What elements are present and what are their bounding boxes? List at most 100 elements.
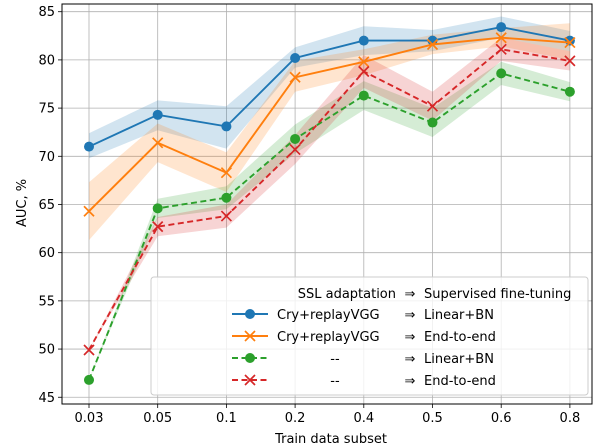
series-1-point — [426, 38, 439, 51]
series-3-point — [564, 55, 576, 67]
y-tick-label: 65 — [38, 198, 55, 213]
y-tick-label: 55 — [38, 294, 55, 309]
legend-label-right: Linear+BN — [424, 352, 494, 367]
series-2-point — [152, 203, 163, 214]
x-marker-stroke — [426, 38, 439, 51]
x-tick-label: 0.2 — [285, 411, 306, 426]
legend-header-left: SSL adaptation — [298, 287, 396, 302]
series-2-point — [84, 374, 94, 385]
series-2-point — [564, 86, 575, 97]
series-0-point — [290, 52, 301, 63]
series-1-point — [220, 167, 233, 179]
legend-arrow: ⇒ — [405, 308, 416, 323]
plot-frame — [61, 3, 593, 405]
x-marker-stroke — [83, 344, 95, 356]
grid — [62, 4, 592, 404]
series-0-point — [84, 141, 94, 152]
series-0-point — [221, 121, 232, 132]
series-2-point — [427, 117, 438, 128]
x-marker-stroke — [152, 221, 164, 233]
y-tick-label: 85 — [38, 5, 55, 20]
series-0-point — [358, 35, 369, 46]
series-1-point — [152, 137, 164, 149]
series-2-point — [290, 133, 301, 144]
series-3-point — [289, 143, 301, 156]
x-marker-stroke — [289, 143, 301, 156]
series-1-point — [358, 56, 370, 68]
legend-marker-2 — [245, 353, 255, 363]
legend-label-right: End-to-end — [424, 374, 496, 389]
series-0-point — [496, 22, 507, 33]
x-marker-stroke — [244, 374, 256, 386]
y-tick-label: 50 — [38, 343, 55, 358]
x-marker-stroke — [289, 71, 301, 83]
legend-label-left: -- — [330, 374, 340, 389]
legend-label-left: Cry+replayVGG — [277, 308, 380, 323]
x-marker-stroke — [220, 167, 233, 179]
series-3-band — [89, 37, 570, 350]
y-tick-label: 70 — [38, 150, 55, 165]
series-1-point — [289, 71, 301, 83]
x-marker-stroke — [152, 137, 164, 149]
x-marker-stroke — [564, 36, 576, 49]
x-marker-stroke — [358, 56, 370, 68]
series-3-point — [152, 221, 164, 233]
legend-label-left: Cry+replayVGG — [277, 330, 380, 345]
legend-label-right: Linear+BN — [424, 308, 494, 323]
series-0-line — [88, 26, 571, 148]
x-marker-stroke — [220, 210, 233, 222]
legend-arrow: ⇒ — [405, 352, 416, 367]
series-3-point — [358, 65, 370, 78]
series-1-band — [89, 23, 570, 241]
series-1-point — [564, 36, 576, 49]
series-1-point — [495, 32, 507, 44]
x-marker-stroke — [358, 65, 370, 78]
series-3-point — [220, 210, 233, 222]
series-3-point — [83, 344, 95, 356]
x-marker-stroke — [495, 43, 507, 55]
x-tick-label: 0.5 — [422, 411, 443, 426]
series-2-point — [358, 90, 369, 101]
series-0-point — [564, 35, 575, 46]
series-2-band — [89, 61, 570, 380]
x-marker-stroke — [495, 32, 507, 44]
x-marker-stroke — [426, 100, 439, 112]
x-tick-label: 0.6 — [491, 411, 512, 426]
legend: SSL adaptation ⇒ Supervised fine-tuning Cry… — [150, 276, 589, 396]
x-marker-stroke — [564, 55, 576, 67]
x-marker-stroke — [244, 330, 256, 342]
x-tick-label: 0.1 — [216, 411, 237, 426]
x-tick-label: 0.03 — [75, 411, 104, 426]
y-tick-label: 80 — [38, 53, 55, 68]
series-1-line — [88, 36, 570, 212]
legend-header-right: Supervised fine-tuning — [424, 287, 571, 302]
series-lines — [83, 22, 576, 385]
x-tick-label: 0.05 — [143, 411, 172, 426]
legend-box — [150, 276, 589, 396]
axis-ticks: 0.03 0.05 0.1 0.2 0.4 0.5 0.6 0.8 45 50 55 60 65 70 75… — [38, 5, 580, 426]
legend-marker-3 — [244, 374, 256, 386]
legend-arrow: ⇒ — [405, 374, 416, 389]
series-1-point — [83, 205, 95, 217]
legend-label-left: -- — [330, 352, 340, 367]
y-axis-title: AUC, % — [15, 179, 30, 227]
legend-label-right: End-to-end — [424, 330, 496, 345]
legend-marker-1 — [244, 330, 256, 342]
series-3-point — [495, 43, 507, 55]
series-2-line — [88, 72, 571, 381]
x-tick-label: 0.4 — [353, 411, 374, 426]
series-2-point — [496, 68, 507, 79]
series-3-point — [426, 100, 439, 112]
y-tick-label: 60 — [38, 246, 55, 261]
legend-header-arrow: ⇒ — [405, 287, 416, 302]
y-tick-label: 45 — [38, 391, 55, 406]
y-tick-label: 75 — [38, 102, 55, 117]
legend-marker-0 — [245, 309, 255, 319]
series-0-point — [152, 109, 163, 120]
series-3-line — [88, 48, 571, 351]
x-tick-label: 0.8 — [560, 411, 581, 426]
x-axis-title: Train data subset — [274, 432, 387, 446]
x-marker-stroke — [83, 205, 95, 217]
series-2-point — [221, 192, 232, 203]
